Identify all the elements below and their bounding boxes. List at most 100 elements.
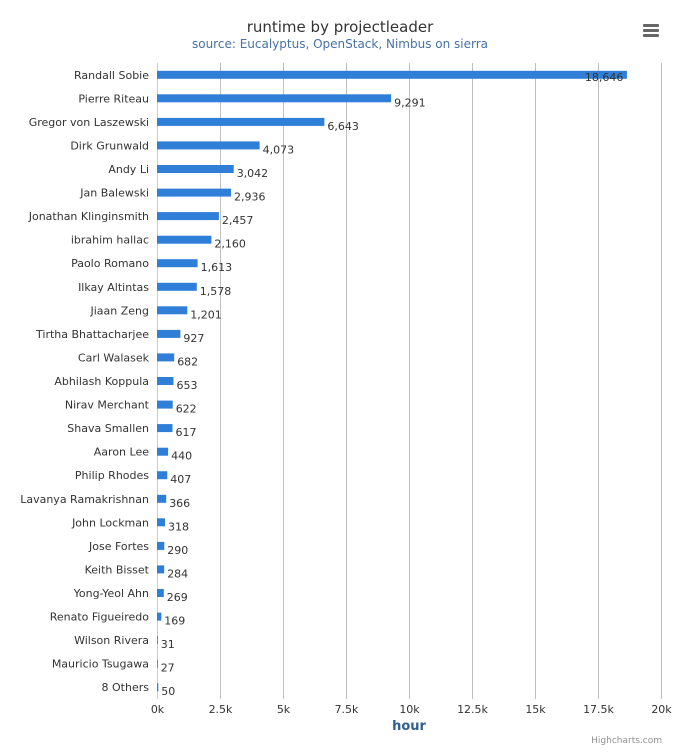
bar[interactable] [157, 282, 197, 291]
data-label: 290 [167, 544, 188, 557]
category-label: Shava Smallen [67, 422, 149, 435]
data-label: 6,643 [327, 120, 359, 133]
bar[interactable] [157, 259, 198, 268]
bar[interactable] [157, 94, 392, 103]
bar[interactable] [157, 424, 173, 433]
bar[interactable] [157, 188, 231, 197]
data-label: 318 [168, 520, 189, 533]
bar[interactable] [157, 377, 174, 385]
category-label: Gregor von Laszewski [29, 116, 149, 129]
x-tick-label: 10k [399, 703, 420, 716]
bar[interactable] [157, 636, 158, 645]
value-axis-title: hour [392, 719, 426, 734]
bar[interactable] [157, 589, 164, 597]
data-label: 366 [169, 497, 190, 510]
chart-menu-button[interactable] [637, 18, 663, 40]
data-label: 440 [171, 450, 192, 463]
chart-subtitle: source: Eucalyptus, OpenStack, Nimbus on… [192, 37, 488, 51]
bar[interactable] [157, 683, 159, 692]
category-label: Renato Figueiredo [50, 611, 150, 624]
bar[interactable] [157, 400, 173, 409]
chart-title: runtime by projectleader [247, 18, 434, 36]
category-label: Jiaan Zeng [89, 304, 149, 317]
data-label: 2,936 [234, 191, 266, 204]
bar[interactable] [157, 353, 175, 362]
category-label: Tirtha Bhattacharjee [35, 328, 149, 341]
category-label: 8 Others [102, 681, 150, 694]
x-tick-label: 0k [151, 703, 165, 716]
data-label: 2,457 [222, 214, 254, 227]
data-label: 622 [176, 403, 197, 416]
category-label: Jan Balewski [79, 187, 149, 200]
category-label: Abhilash Koppula [54, 375, 149, 388]
category-label: Mauricio Tsugawa [52, 658, 149, 671]
category-label: Yong-Yeol Ahn [73, 587, 149, 600]
bar[interactable] [157, 659, 158, 668]
bar[interactable] [157, 494, 167, 503]
credits-link[interactable]: Highcharts.com [591, 736, 662, 746]
data-labels: 18,646 9,291 6,643 4,073 3,042 2,936 2,457 2,16… [161, 71, 624, 698]
bar[interactable] [157, 165, 234, 173]
data-label: 1,613 [201, 261, 233, 274]
x-tick-label: 2.5k [209, 703, 233, 716]
category-label: Paolo Romano [71, 257, 149, 270]
data-label: 9,291 [394, 96, 426, 109]
category-label: Keith Bisset [85, 563, 150, 576]
data-label: 269 [167, 591, 188, 604]
data-label: 50 [161, 685, 175, 698]
bars [157, 70, 627, 692]
bar[interactable] [157, 70, 627, 79]
bar[interactable] [157, 471, 168, 480]
bar[interactable] [157, 141, 260, 150]
data-label: 2,160 [214, 238, 246, 251]
category-label: Lavanya Ramakrishnan [20, 493, 149, 506]
data-label: 1,578 [200, 285, 232, 298]
category-label: Jonathan Klinginsmith [28, 210, 149, 223]
bar[interactable] [157, 518, 165, 527]
data-label: 18,646 [585, 71, 624, 84]
bar[interactable] [157, 235, 212, 244]
category-label: Randall Sobie [74, 69, 149, 82]
category-label: Aaron Lee [94, 446, 149, 459]
category-label: Nirav Merchant [65, 399, 150, 412]
category-label: John Lockman [71, 516, 149, 529]
category-label: Wilson Rivera [74, 634, 149, 647]
x-tick-label: 17.5k [583, 703, 614, 716]
category-label: Pierre Riteau [78, 92, 149, 105]
bar[interactable] [157, 612, 162, 621]
bar[interactable] [157, 541, 165, 550]
category-label: Dirk Grunwald [70, 139, 149, 152]
category-label: Ilkay Altintas [78, 281, 149, 294]
bar[interactable] [157, 117, 325, 126]
category-label: Andy Li [108, 163, 149, 176]
x-tick-label: 7.5k [335, 703, 359, 716]
data-label: 1,201 [190, 308, 222, 321]
data-label: 284 [167, 567, 188, 580]
x-tick-label: 15k [525, 703, 546, 716]
data-label: 617 [176, 426, 197, 439]
x-tick-label: 12.5k [457, 703, 488, 716]
bar[interactable] [157, 447, 169, 456]
data-label: 169 [164, 615, 185, 628]
category-label: Jose Fortes [88, 540, 149, 553]
category-labels: Randall Sobie Pierre Riteau Gregor von Las… [20, 69, 149, 694]
category-label: Carl Walasek [78, 351, 150, 364]
data-label: 31 [161, 638, 175, 651]
x-axis-tick-labels: 0k 2.5k 5k 7.5k 10k 12.5k 15k 17.5k 20k [151, 703, 672, 716]
bar[interactable] [157, 329, 181, 338]
data-label: 682 [177, 355, 198, 368]
bar[interactable] [157, 306, 188, 315]
data-label: 653 [177, 379, 198, 392]
bar[interactable] [157, 212, 219, 221]
data-label: 407 [170, 473, 191, 486]
category-label: Philip Rhodes [75, 469, 149, 482]
data-label: 4,073 [263, 143, 295, 156]
hamburger-menu-icon [643, 24, 659, 37]
x-tick-label: 20k [651, 703, 672, 716]
bar[interactable] [157, 565, 165, 574]
category-label: ibrahim hallac [71, 234, 149, 247]
data-label: 3,042 [237, 167, 269, 180]
data-label: 927 [183, 332, 204, 345]
